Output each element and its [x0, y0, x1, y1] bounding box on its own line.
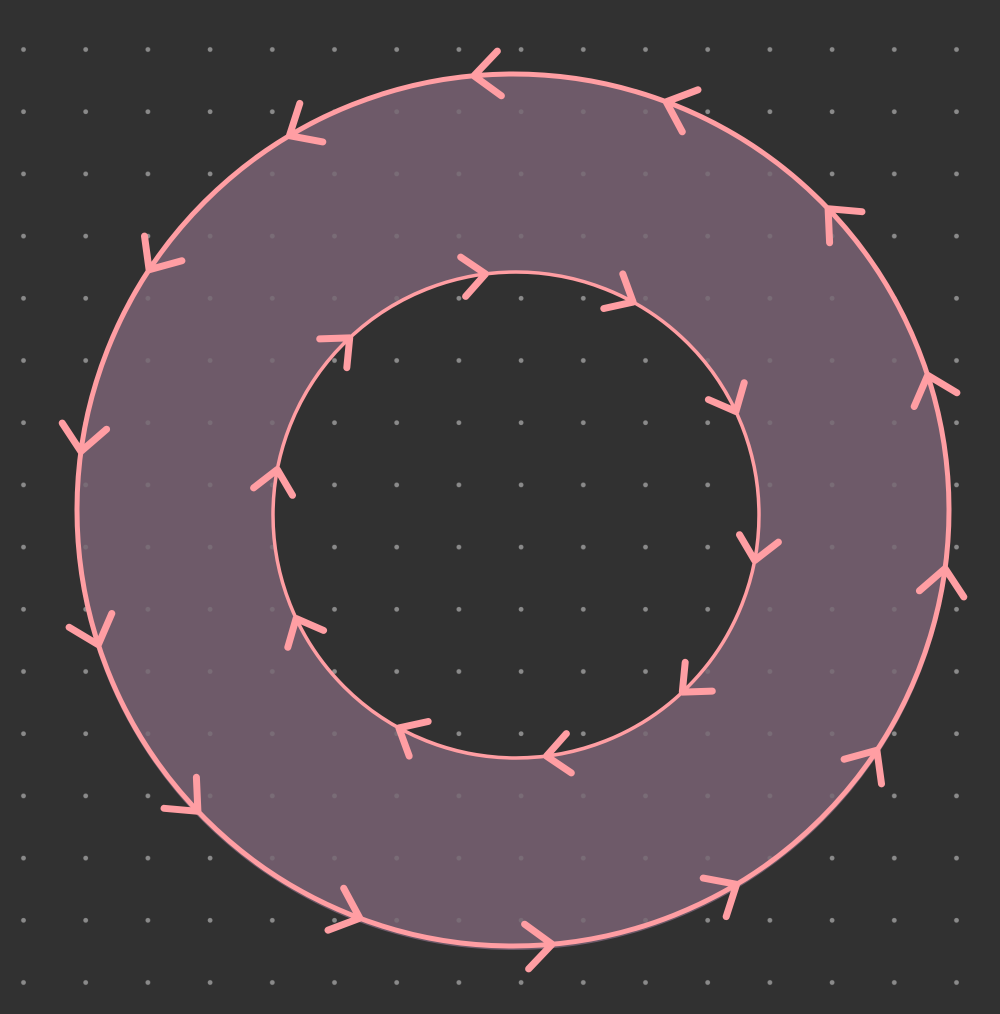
inner-arrow-icon-5 — [284, 615, 328, 651]
outer-arrow-icon-10 — [285, 99, 327, 146]
outer-arrow-icon-3 — [699, 874, 741, 921]
outer-arrow-icon-1 — [915, 565, 968, 601]
outer-arrow-icon-8 — [58, 419, 111, 455]
inner-arrow-icon-3 — [543, 730, 575, 777]
outer-arrow-icon-7 — [65, 610, 116, 649]
outer-boundary-circle — [74, 71, 952, 949]
outer-arrow-icon-14 — [910, 371, 961, 410]
inner-arrow-icon-4 — [395, 718, 432, 760]
outer-arrow-icon-6 — [160, 773, 202, 815]
inner-arrow-icon-1 — [736, 531, 782, 564]
inner-boundary-arrows — [250, 253, 782, 777]
outer-arrow-icon-12 — [662, 86, 702, 136]
inner-arrow-icon-8 — [457, 253, 489, 300]
inner-arrow-icon-6 — [250, 466, 296, 499]
outer-arrow-icon-13 — [824, 205, 866, 247]
outer-arrow-icon-5 — [324, 884, 364, 934]
outer-arrow-icon-11 — [470, 47, 505, 100]
outer-boundary-group — [58, 47, 968, 973]
inner-arrow-icon-10 — [704, 379, 748, 415]
inner-arrow-icon-7 — [316, 334, 354, 372]
inner-boundary-circle — [271, 270, 761, 760]
outer-arrow-icon-9 — [141, 232, 186, 274]
outer-boundary-arrows — [58, 47, 968, 973]
outer-arrow-icon-4 — [521, 920, 556, 973]
inner-arrow-icon-9 — [600, 270, 637, 312]
outer-arrow-icon-2 — [840, 746, 885, 788]
inner-boundary-group — [250, 253, 782, 777]
inner-arrow-icon-2 — [678, 658, 716, 696]
